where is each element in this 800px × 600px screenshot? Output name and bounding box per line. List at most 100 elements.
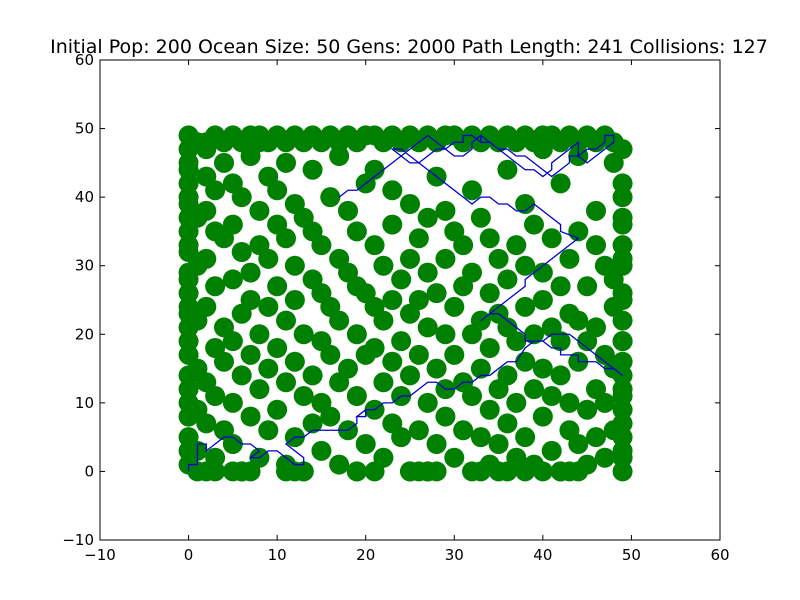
obstacle-point xyxy=(178,283,199,304)
obstacle-point xyxy=(222,269,243,290)
obstacle-point xyxy=(479,338,500,358)
obstacle-point xyxy=(532,461,553,482)
obstacle-point xyxy=(178,139,199,160)
obstacle-point xyxy=(178,317,199,338)
obstacle-point xyxy=(515,461,536,482)
y-tick-label: 10 xyxy=(75,394,94,412)
obstacle-point xyxy=(612,139,633,160)
obstacle-point xyxy=(267,338,288,358)
obstacle-point xyxy=(346,386,367,406)
obstacle-point xyxy=(382,351,403,372)
obstacle-point xyxy=(612,413,633,434)
obstacle-point xyxy=(470,207,491,228)
obstacle-point xyxy=(276,152,296,173)
obstacle-point xyxy=(568,461,589,482)
obstacle-point xyxy=(178,173,199,194)
obstacle-point xyxy=(391,269,412,290)
obstacle-point xyxy=(346,461,367,482)
obstacle-point xyxy=(258,296,279,317)
obstacle-point xyxy=(444,296,465,317)
obstacle-point xyxy=(346,221,367,242)
obstacle-point xyxy=(178,440,199,461)
obstacle-point xyxy=(612,290,633,310)
x-tick-label: 40 xyxy=(533,546,552,564)
obstacle-point xyxy=(364,338,385,358)
x-tick-label: 20 xyxy=(356,546,375,564)
x-tick-label: 30 xyxy=(445,546,464,564)
obstacle-point xyxy=(178,379,199,400)
obstacle-point xyxy=(435,248,456,269)
obstacle-point xyxy=(586,427,606,448)
obstacle-point xyxy=(417,207,438,228)
obstacle-point xyxy=(497,269,518,290)
y-tick-label: 40 xyxy=(75,188,94,206)
obstacle-point xyxy=(400,365,420,386)
obstacle-point xyxy=(426,461,447,482)
obstacle-point xyxy=(515,194,536,214)
obstacle-point xyxy=(515,427,536,448)
obstacle-point xyxy=(586,200,606,221)
obstacle-points xyxy=(178,125,633,482)
obstacle-point xyxy=(612,427,633,448)
obstacle-point xyxy=(231,242,252,262)
obstacle-point xyxy=(612,447,633,468)
obstacle-point xyxy=(612,187,633,208)
y-tick-label: −10 xyxy=(62,531,94,549)
obstacle-point xyxy=(559,248,580,269)
obstacle-point xyxy=(435,200,456,221)
obstacle-point xyxy=(178,221,199,242)
obstacle-point xyxy=(178,406,199,427)
obstacle-point xyxy=(258,358,279,379)
obstacle-point xyxy=(577,399,598,420)
obstacle-point xyxy=(373,310,394,331)
obstacle-point xyxy=(479,399,500,420)
obstacle-point xyxy=(196,200,217,221)
obstacle-point xyxy=(258,420,279,441)
y-tick-label: 60 xyxy=(75,51,94,69)
obstacle-point xyxy=(506,235,527,256)
obstacle-point xyxy=(594,447,615,468)
obstacle-point xyxy=(586,317,606,338)
obstacle-point xyxy=(284,290,305,310)
obstacle-point xyxy=(532,290,553,310)
obstacle-point xyxy=(276,372,296,393)
obstacle-point xyxy=(391,331,412,352)
obstacle-point xyxy=(612,461,633,482)
obstacle-point xyxy=(612,173,633,194)
obstacle-point xyxy=(338,358,358,379)
obstacle-point xyxy=(470,358,491,379)
obstacle-point xyxy=(276,310,296,331)
obstacle-point xyxy=(612,248,633,269)
obstacle-point xyxy=(408,344,429,365)
obstacle-point xyxy=(222,214,243,235)
obstacle-point xyxy=(426,358,447,379)
obstacle-point xyxy=(550,173,571,194)
obstacle-point xyxy=(506,331,527,352)
y-tick-label: 50 xyxy=(75,120,94,138)
obstacle-point xyxy=(364,235,385,256)
obstacle-point xyxy=(524,379,544,400)
obstacle-point xyxy=(284,255,305,276)
obstacle-point xyxy=(364,461,385,482)
obstacle-point xyxy=(320,187,341,208)
obstacle-point xyxy=(240,461,261,482)
obstacle-point xyxy=(311,235,332,256)
obstacle-point xyxy=(550,331,571,352)
obstacle-point xyxy=(178,242,199,262)
obstacle-point xyxy=(612,310,633,331)
obstacle-point xyxy=(373,372,394,393)
obstacle-point xyxy=(506,392,527,413)
obstacle-point xyxy=(417,317,438,338)
obstacle-point xyxy=(240,290,261,310)
obstacle-point xyxy=(515,351,536,372)
obstacle-point xyxy=(178,331,199,352)
obstacle-point xyxy=(284,351,305,372)
obstacle-point xyxy=(178,392,199,413)
obstacle-point xyxy=(240,406,261,427)
obstacle-point xyxy=(205,386,226,406)
obstacle-point xyxy=(222,331,243,352)
obstacle-point xyxy=(577,276,598,297)
obstacle-point xyxy=(240,344,261,365)
obstacle-point xyxy=(178,152,199,173)
obstacle-point xyxy=(231,187,252,208)
